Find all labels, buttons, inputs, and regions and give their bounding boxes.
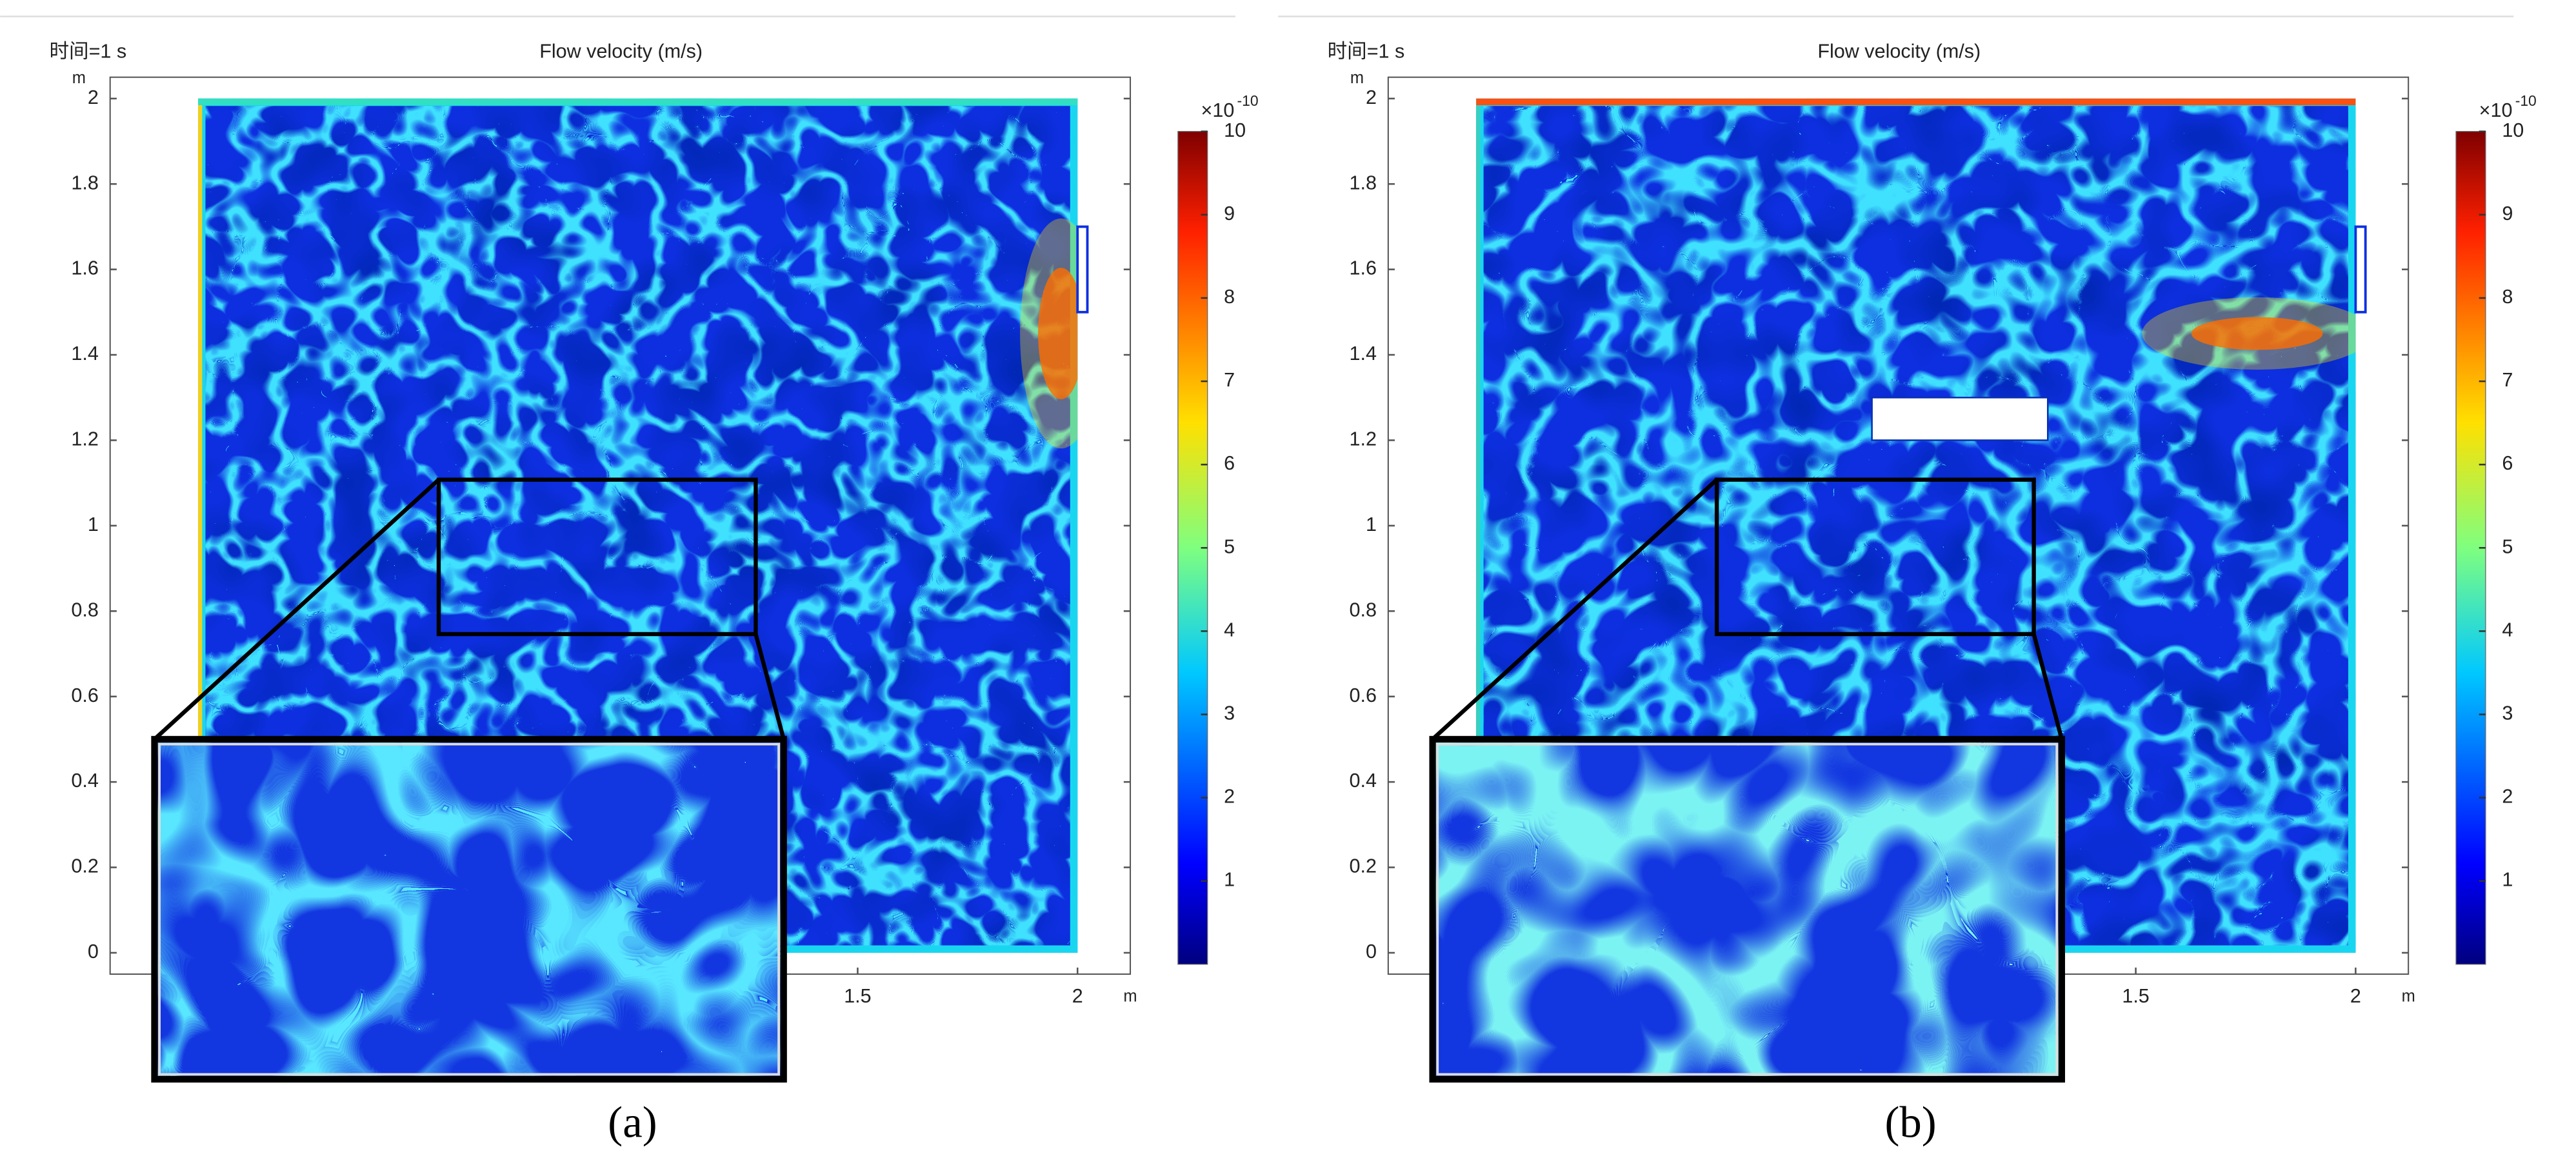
inset-frame [151,735,787,1083]
colorbar-exponent: -10 [1237,92,1259,109]
colorbar-exponent-base: ×10 [1201,99,1235,121]
y-tick-label: 0.8 [1350,599,1377,621]
time-label: 时间=1 s [49,41,126,63]
zoom-region [1714,477,2036,637]
x-tick-label: 1.5 [844,985,871,1007]
hotspot [1038,268,1078,399]
zoom-connector [1431,478,1719,741]
inset-streaks [1432,739,2062,1080]
panel-label: (a) [608,1098,657,1147]
y-tick-label: 1.8 [71,172,98,194]
hotspot-halo [2142,297,2356,370]
y-tick-label: 0.8 [71,599,98,621]
y-tick-label: 1.4 [71,343,98,364]
x-tick-label: 2 [1072,985,1083,1007]
panel: 时间=1 s Flow velocity (m/s) m 0 0.2 0.4 0.6 0.8 1… [1278,15,2537,1147]
x-unit: m [1123,987,1137,1005]
y-tick-label: 1 [1366,514,1377,535]
x-unit: m [2402,987,2415,1005]
colorbar-tick-label: 5 [2502,535,2513,557]
colorbar-tick-label: 6 [1224,452,1235,474]
colorbar-tick-label: 8 [1224,286,1235,308]
y-tick-label: 2 [1366,86,1377,108]
colorbar-tick-label: 3 [2502,703,2513,724]
y-tick-label: 1.4 [1350,343,1377,364]
colorbar-tick-label: 1 [2502,869,2513,891]
hotspot [2191,317,2323,350]
colorbar-tick-label: 4 [2502,619,2513,641]
colorbar-tick-label: 2 [1224,786,1235,808]
panel: 时间=1 s Flow velocity (m/s) m 0 0.2 0.4 0.6 0.8 1… [0,15,1259,1147]
y-tick-label: 1.8 [1350,172,1377,194]
y-tick-label: 1.2 [1350,428,1377,450]
y-tick-label: 0.6 [71,684,98,706]
y-tick-label: 0.2 [71,855,98,877]
obstacle [1871,396,2049,441]
colorbar-exponent: -10 [2515,92,2537,109]
colorbar-tick-label: 9 [1224,203,1235,224]
y-tick-label: 0.4 [1350,770,1377,792]
y-tick-label: 1.6 [1350,257,1377,279]
y-tick-label: 1.2 [71,428,98,450]
y-unit: m [1350,69,1364,87]
time-label: 时间=1 s [1328,41,1405,63]
y-tick-label: 0.4 [71,770,98,792]
y-unit: m [72,69,86,87]
chart-title: Flow velocity (m/s) [539,41,703,63]
chart-title: Flow velocity (m/s) [1817,41,1981,63]
zoom-connector [754,633,786,740]
colorbar-tick-label: 9 [2502,203,2513,224]
colorbar-tick-label: 7 [1224,369,1235,391]
zoom-region [436,477,758,637]
y-tick-label: 0.6 [1350,684,1377,706]
colorbar-tick-label: 2 [2502,786,2513,808]
y-tick-label: 1 [88,514,99,535]
zoom-connector [153,478,441,741]
x-tick-label: 1.5 [2122,985,2149,1007]
y-tick-label: 0 [1366,941,1377,963]
colorbar-tick-label: 7 [2502,369,2513,391]
colorbar-tick-label: 10 [2502,119,2524,141]
inset-streaks [154,739,784,1080]
colorbar-tick-label: 1 [1224,869,1235,891]
outlet [1076,225,1089,314]
y-tick-label: 0.2 [1350,855,1377,877]
outlet [2354,225,2367,314]
y-tick-label: 2 [88,86,99,108]
inset-frame [1429,735,2065,1083]
inset-frame-inner [1436,743,2059,1076]
colorbar-exponent-base: ×10 [2479,99,2513,121]
colorbar-tick-label: 8 [2502,286,2513,308]
x-tick-label: 2 [2350,985,2361,1007]
zoom-connector [2032,633,2064,740]
colorbar-tick-label: 6 [2502,452,2513,474]
colorbar-tick-label: 10 [1224,119,1246,141]
y-tick-label: 0 [88,941,99,963]
panel-label: (b) [1885,1098,1937,1147]
colorbar-tick-label: 5 [1224,535,1235,557]
hotspot-halo [1020,218,1078,449]
colorbar-tick-label: 3 [1224,703,1235,724]
inset-frame-inner [158,743,781,1076]
colorbar-tick-label: 4 [1224,619,1235,641]
y-tick-label: 1.6 [71,257,98,279]
